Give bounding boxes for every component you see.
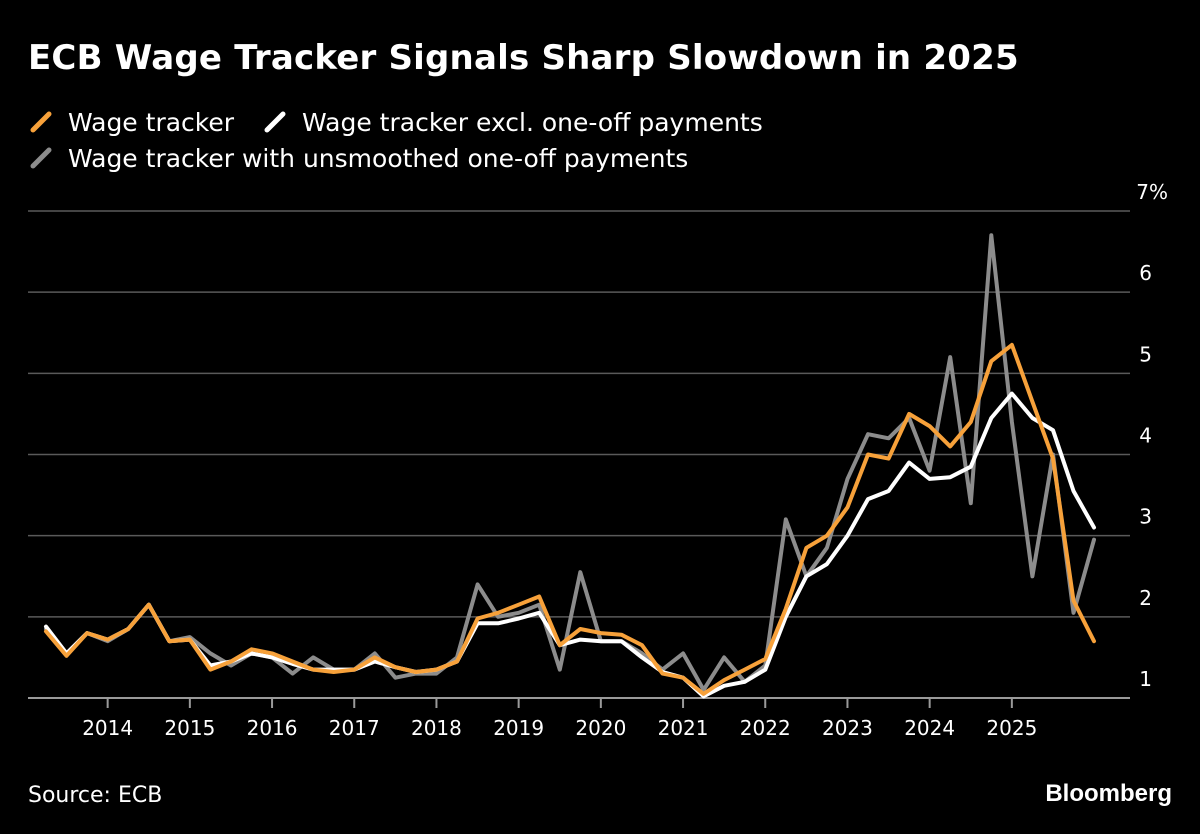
legend-swatch-wage-tracker-excl <box>264 111 286 133</box>
legend-label-wage-tracker-excl: Wage tracker excl. one-off payments <box>302 107 763 137</box>
x-tick-label-2016: 2016 <box>247 716 298 740</box>
legend-item-wage-tracker: Wage tracker <box>28 108 234 137</box>
legend-label-wage-tracker: Wage tracker <box>68 107 235 137</box>
x-tick-label-2021: 2021 <box>658 716 709 740</box>
legend-swatch-wage-tracker <box>30 111 52 133</box>
legend-row-2: Wage tracker with unsmoothed one-off pay… <box>28 140 791 176</box>
series-line-wage-tracker-with-unsmoothed-one-off-payments <box>44 233 1096 692</box>
x-tick-label-2024: 2024 <box>904 716 955 740</box>
y-tick-label-3: 3 <box>1139 505 1152 529</box>
bloomberg-logo: Bloomberg <box>1045 780 1172 807</box>
x-tick-label-2015: 2015 <box>164 716 215 740</box>
x-tick-label-2017: 2017 <box>329 716 380 740</box>
y-tick-label-4: 4 <box>1139 424 1152 448</box>
x-tick-label-2019: 2019 <box>493 716 544 740</box>
y-tick-label-5: 5 <box>1139 342 1152 366</box>
y-tick-label-1: 1 <box>1139 667 1152 691</box>
x-tick-label-2023: 2023 <box>822 716 873 740</box>
legend-swatch-wage-tracker-unsmoothed <box>30 147 52 169</box>
x-tick-label-2025: 2025 <box>986 716 1037 740</box>
legend: Wage tracker Wage tracker excl. one-off … <box>28 104 791 176</box>
chart-title: ECB Wage Tracker Signals Sharp Slowdown … <box>28 38 1019 78</box>
x-tick-label-2018: 2018 <box>411 716 462 740</box>
y-tick-label-6: 6 <box>1139 261 1152 285</box>
x-tick-label-2014: 2014 <box>82 716 133 740</box>
legend-item-wage-tracker-unsmoothed: Wage tracker with unsmoothed one-off pay… <box>28 144 688 173</box>
source-note: Source: ECB <box>28 783 163 808</box>
legend-label-wage-tracker-unsmoothed: Wage tracker with unsmoothed one-off pay… <box>68 143 689 173</box>
legend-item-wage-tracker-excl: Wage tracker excl. one-off payments <box>262 108 763 137</box>
series-line-wage-tracker <box>44 342 1096 696</box>
legend-row-1: Wage tracker Wage tracker excl. one-off … <box>28 104 791 140</box>
y-tick-label-7: 7% <box>1136 180 1168 204</box>
y-tick-label-2: 2 <box>1139 586 1152 610</box>
x-tick-label-2020: 2020 <box>575 716 626 740</box>
x-tick-label-2022: 2022 <box>740 716 791 740</box>
